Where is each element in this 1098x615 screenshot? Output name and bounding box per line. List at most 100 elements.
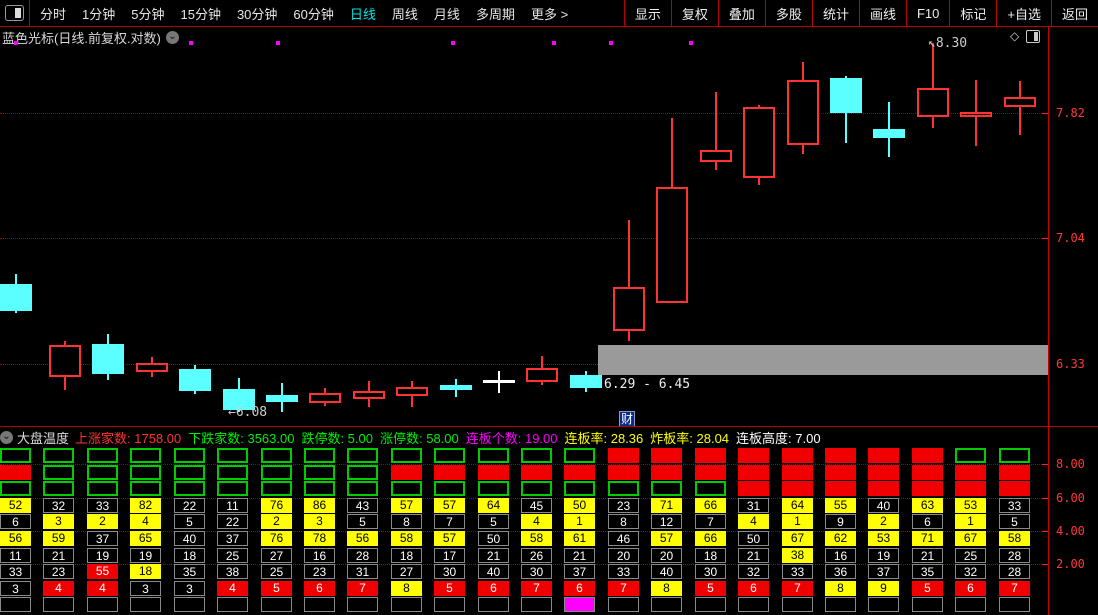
block-cell	[130, 464, 161, 480]
value-cell: 76	[261, 531, 292, 546]
block-cell	[868, 597, 899, 612]
block-cell	[912, 481, 943, 496]
block-cell	[999, 464, 1030, 480]
action-item[interactable]: 复权	[681, 6, 708, 22]
axis-tick	[1042, 464, 1048, 465]
period-item[interactable]: 60分钟	[293, 6, 334, 22]
period-item[interactable]: 月线	[433, 6, 460, 22]
candle-body	[49, 345, 81, 377]
period-item[interactable]: 周线	[391, 6, 418, 22]
value-cell: 30	[434, 564, 465, 579]
value-cell: 4	[130, 514, 161, 529]
value-cell: 23	[304, 564, 335, 579]
period-item[interactable]: 5分钟	[131, 6, 165, 22]
block-cell	[347, 597, 378, 612]
period-item[interactable]: 日线	[349, 6, 376, 22]
value-cell: 55	[87, 564, 118, 579]
value-cell: 6	[955, 580, 986, 596]
value-cell: 12	[651, 514, 682, 529]
value-cell: 19	[130, 547, 161, 563]
period-menu: 分时 1分钟 5分钟 15分钟 30分钟 60分钟 日线 周线 月线 多周期 更多 >	[32, 4, 576, 23]
signal-dot	[689, 41, 693, 45]
action-item[interactable]: F10	[916, 5, 940, 21]
value-cell: 8	[391, 514, 422, 529]
toolbar-divider	[764, 0, 766, 26]
value-cell: 63	[912, 497, 943, 513]
value-cell: 38	[217, 564, 248, 579]
value-cell: 3	[0, 580, 31, 596]
block-cell	[304, 597, 335, 612]
value-cell: 33	[0, 564, 31, 579]
value-cell: 22	[174, 497, 205, 513]
block-cell	[738, 597, 769, 612]
low-price-label: ←6.08	[228, 405, 268, 420]
block-cell	[130, 448, 161, 463]
block-cell	[0, 448, 31, 463]
block-cell	[564, 464, 595, 480]
action-item[interactable]: +自选	[1007, 6, 1041, 22]
period-item[interactable]: 30分钟	[236, 6, 278, 22]
news-badge[interactable]: 财	[619, 411, 636, 427]
value-cell: 31	[738, 497, 769, 513]
block-cell	[738, 464, 769, 480]
period-item[interactable]: 多周期	[475, 6, 515, 22]
value-cell: 3	[43, 514, 74, 529]
action-item[interactable]: 统计	[822, 6, 849, 22]
value-cell: 7	[782, 580, 813, 596]
block-cell	[261, 448, 292, 463]
price-gridline	[0, 113, 1048, 114]
candle-body	[613, 287, 645, 331]
block-cell	[868, 464, 899, 480]
period-item[interactable]: 分时	[40, 6, 67, 22]
candlestick-chart[interactable]: 蓝色光标(日线.前复权.对数) ⌄ ◇ 7.82 7.04 6.33 ↖8.30 ←6.…	[0, 27, 1098, 427]
action-item[interactable]: 标记	[960, 6, 987, 22]
block-cell	[999, 597, 1030, 612]
value-cell: 20	[651, 547, 682, 563]
chevron-down-icon[interactable]: ⌄	[165, 31, 179, 44]
value-cell: 4	[217, 580, 248, 596]
block-cell	[955, 464, 986, 480]
period-item[interactable]: 1分钟	[82, 6, 116, 22]
value-cell: 58	[999, 531, 1030, 546]
block-cell	[521, 464, 552, 480]
block-cell	[608, 464, 639, 480]
value-cell: 65	[130, 531, 161, 546]
value-cell: 5	[912, 580, 943, 596]
block-cell	[391, 448, 422, 463]
value-cell: 18	[174, 547, 205, 563]
value-cell: 31	[347, 564, 378, 579]
action-item[interactable]: 画线	[869, 6, 896, 22]
price-label: 7.04	[1056, 231, 1085, 245]
axis-tick	[1042, 531, 1048, 532]
value-cell: 4	[43, 580, 74, 596]
block-cell	[478, 464, 509, 480]
action-item[interactable]: 多股	[775, 6, 802, 22]
candle-body	[787, 80, 819, 145]
collapse-icon[interactable]: ⌄	[0, 430, 13, 444]
block-cell	[0, 464, 31, 480]
value-cell: 30	[521, 564, 552, 579]
value-cell: 50	[478, 531, 509, 546]
value-cell: 56	[0, 531, 31, 546]
period-item[interactable]: 15分钟	[180, 6, 221, 22]
axis-tick	[1042, 564, 1048, 565]
action-item[interactable]: 显示	[634, 6, 661, 22]
block-cell	[912, 464, 943, 480]
value-cell: 4	[738, 514, 769, 529]
action-item[interactable]: 叠加	[728, 6, 755, 22]
split-window-icon[interactable]	[1026, 29, 1041, 43]
value-cell: 6	[564, 580, 595, 596]
value-cell: 50	[564, 497, 595, 513]
action-item[interactable]: 返回	[1061, 6, 1088, 22]
diamond-icon[interactable]: ◇	[1010, 29, 1020, 43]
value-cell: 86	[304, 497, 335, 513]
block-cell	[87, 481, 118, 496]
block-cell	[521, 597, 552, 612]
panel-toggle-icon[interactable]	[5, 5, 24, 21]
value-cell: 20	[608, 547, 639, 563]
indicator-stats: 上涨家数: 1758.00 下跌家数: 3563.00 跌停数: 5.00 涨停数: …	[75, 428, 828, 447]
candle-wick	[1019, 81, 1021, 135]
value-cell: 25	[261, 564, 292, 579]
period-item[interactable]: 更多 >	[530, 6, 569, 22]
block-cell	[43, 448, 74, 463]
